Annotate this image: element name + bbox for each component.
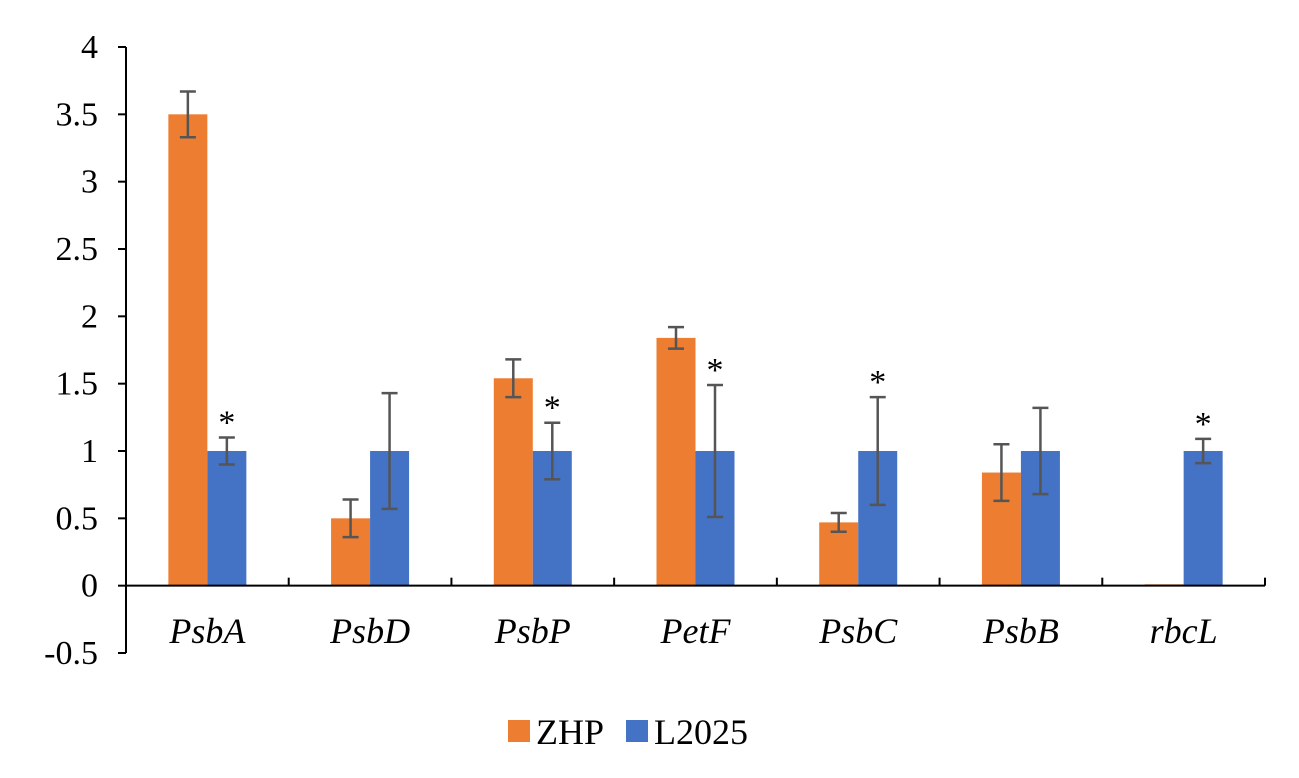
legend-label-L2025: L2025 bbox=[654, 712, 748, 752]
error-bar-L2025-PsbB bbox=[1032, 406, 1049, 496]
legend-label-ZHP: ZHP bbox=[536, 712, 604, 752]
legend-swatch-ZHP bbox=[508, 720, 530, 742]
significance-marks: * * * * * bbox=[218, 352, 1211, 443]
y-tick-label: -0.5 bbox=[44, 635, 98, 672]
y-tick-label: 2.5 bbox=[56, 231, 99, 268]
y-tick-label: 2 bbox=[81, 298, 98, 335]
error-bar-ZHP-PsbC bbox=[830, 511, 847, 534]
bar-ZHP-PsbA bbox=[168, 114, 208, 586]
bars bbox=[168, 114, 1223, 586]
error-bar-L2025-rbcL bbox=[1195, 437, 1212, 465]
error-bar-L2025-PsbD bbox=[381, 391, 398, 511]
y-tick-label: 0 bbox=[81, 568, 98, 605]
error-bar-L2025-PsbP bbox=[544, 421, 561, 481]
error-bar-L2025-PetF bbox=[707, 383, 723, 519]
legend-swatch-L2025 bbox=[626, 720, 649, 742]
x-axis: PsbA PsbD PsbP PetF PsbC PsbB rbcL bbox=[126, 577, 1266, 651]
error-bar-ZHP-PsbP bbox=[505, 358, 522, 399]
y-tick-label: 4 bbox=[81, 29, 98, 66]
x-category-label-PsbC: PsbC bbox=[818, 611, 898, 651]
y-tick-label: 3.5 bbox=[56, 96, 99, 133]
significance-mark-PsbC: * bbox=[869, 364, 886, 401]
error-bars bbox=[179, 90, 1212, 539]
x-category-label-rbcL: rbcL bbox=[1150, 611, 1218, 651]
bar-ZHP-PsbP bbox=[493, 378, 533, 586]
significance-mark-rbcL: * bbox=[1195, 406, 1212, 443]
error-bar-ZHP-PsbA bbox=[179, 90, 196, 139]
error-bar-L2025-PsbC bbox=[869, 395, 886, 507]
x-category-label-PsbP: PsbP bbox=[494, 611, 571, 651]
error-bar-ZHP-PetF bbox=[668, 325, 684, 350]
significance-mark-PsbP: * bbox=[544, 390, 561, 427]
bar-L2025-PsbA bbox=[207, 451, 247, 586]
y-tick-label: 1 bbox=[81, 433, 98, 470]
y-tick-label: 1.5 bbox=[56, 366, 99, 403]
x-category-label-PsbB: PsbB bbox=[982, 611, 1059, 651]
error-bar-ZHP-PsbD bbox=[342, 498, 359, 539]
bar-L2025-rbcL bbox=[1183, 451, 1223, 586]
error-bar-L2025-PsbA bbox=[218, 436, 235, 466]
x-category-label-PsbA: PsbA bbox=[168, 611, 246, 651]
x-category-label-PetF: PetF bbox=[660, 611, 732, 651]
significance-mark-PetF: * bbox=[707, 352, 724, 389]
y-tick-label: 0.5 bbox=[56, 500, 99, 537]
legend: ZHP L2025 bbox=[508, 712, 748, 752]
error-bar-ZHP-PsbB bbox=[993, 443, 1010, 503]
bar-ZHP-PetF bbox=[656, 337, 696, 586]
x-category-label-PsbD: PsbD bbox=[329, 611, 410, 651]
significance-mark-PsbA: * bbox=[218, 405, 235, 442]
y-axis: -0.5 0 0.5 1 1.5 2 2.5 3 3.5 4 bbox=[44, 29, 127, 672]
y-tick-label: 3 bbox=[81, 164, 98, 201]
